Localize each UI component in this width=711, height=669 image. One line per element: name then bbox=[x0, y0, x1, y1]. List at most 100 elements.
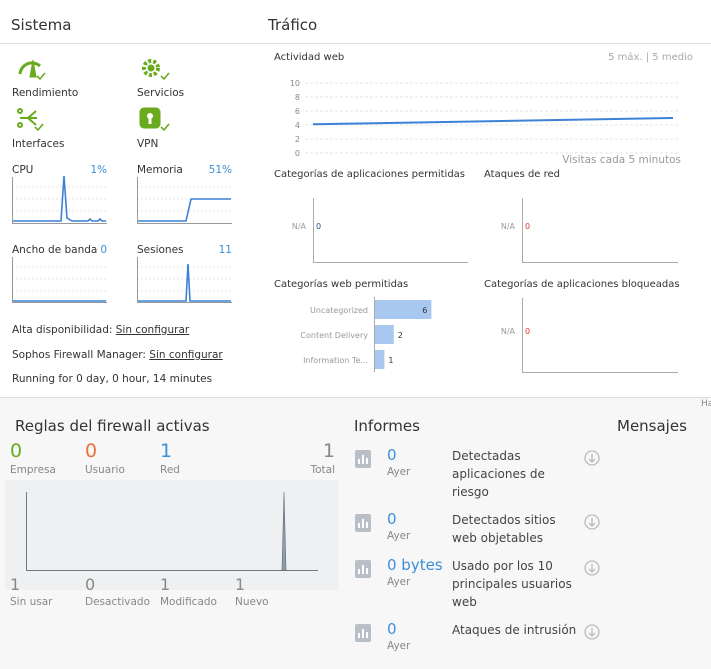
report-value[interactable]: 0 bbox=[387, 446, 397, 464]
report-value[interactable]: 0 bytes bbox=[387, 556, 443, 574]
y-tick-label: 4 bbox=[295, 121, 300, 130]
category-label: Information Te... bbox=[303, 356, 368, 365]
bar-value: 2 bbox=[398, 331, 403, 340]
rule-count: 1 bbox=[160, 440, 173, 462]
report-period: Ayer bbox=[387, 530, 411, 542]
report-text: Usado por los 10 principales usuarios we… bbox=[452, 559, 572, 609]
meters bbox=[12, 175, 232, 303]
chart-title: Categorías de aplicaciones permitidas bbox=[274, 169, 466, 180]
icon-lock bbox=[148, 117, 152, 124]
meter-value: 11 bbox=[218, 244, 232, 256]
report-text: Detectados sitios web objetables bbox=[452, 513, 556, 545]
x-axis-label: Visitas cada 5 minutos bbox=[562, 154, 681, 166]
chart-title: Actividad web bbox=[274, 52, 345, 63]
report-text: Detectadas aplicaciones de riesgo bbox=[452, 449, 545, 499]
status-row: Sophos Firewall Manager: Sin configurar bbox=[12, 350, 223, 361]
icon-needle bbox=[29, 59, 37, 78]
rule-label: Usuario bbox=[85, 464, 125, 476]
icons bbox=[17, 59, 170, 132]
bar-value: 6 bbox=[422, 306, 427, 315]
section-title: Reglas del firewall activas bbox=[15, 417, 210, 435]
y-tick-label: 10 bbox=[290, 79, 300, 88]
y-tick-label: 2 bbox=[295, 135, 300, 144]
meter-label: Memoria bbox=[137, 164, 183, 176]
category-label: N/A bbox=[501, 327, 516, 336]
chart-title: Ataques de red bbox=[484, 169, 561, 180]
status-link[interactable]: Sin configurar bbox=[115, 324, 190, 336]
icon-interfaces bbox=[17, 108, 37, 128]
rules-spike bbox=[281, 491, 287, 571]
meter-axes bbox=[12, 177, 232, 303]
rule-count: 1 bbox=[322, 440, 335, 462]
report-period: Ayer bbox=[387, 466, 411, 478]
meter-label: CPU bbox=[12, 164, 34, 176]
y-tick-label: 0 bbox=[295, 149, 300, 158]
meter-value: 51% bbox=[208, 164, 232, 176]
report-period: Ayer bbox=[387, 640, 411, 652]
icon-rendimiento bbox=[18, 61, 42, 75]
chart-title: Categorías web permitidas bbox=[274, 279, 409, 290]
icon-servicios bbox=[142, 59, 160, 77]
rule-count: 0 bbox=[10, 440, 23, 462]
rule-count: 1 bbox=[235, 575, 246, 594]
rule-count: 0 bbox=[85, 440, 98, 462]
report-icons bbox=[355, 450, 371, 642]
rules-chart-bg bbox=[5, 480, 338, 590]
icon-label: Interfaces bbox=[12, 138, 65, 150]
rule-count: 1 bbox=[160, 575, 171, 594]
report-period: Ayer bbox=[387, 576, 411, 588]
bar bbox=[375, 350, 385, 369]
meter-value: 0 bbox=[100, 244, 107, 256]
category-label: Uncategorized bbox=[310, 306, 368, 315]
rule-count: 1 bbox=[10, 575, 21, 594]
meter-grid bbox=[12, 186, 232, 292]
rules-axes bbox=[26, 492, 318, 571]
meter-label: Sesiones bbox=[137, 244, 184, 256]
report-text: Ataques de intrusión bbox=[452, 623, 577, 637]
meter-lines bbox=[13, 175, 231, 302]
rule-count: 0 bbox=[85, 575, 96, 594]
category-label: Content Delivery bbox=[300, 331, 368, 340]
status-link[interactable]: Sin configurar bbox=[149, 349, 223, 361]
chart-axes bbox=[313, 198, 468, 263]
y-tick-label: 8 bbox=[295, 93, 300, 102]
meter-label: Ancho de banda bbox=[12, 244, 98, 256]
icon-label: Servicios bbox=[137, 87, 185, 99]
chart-title: Categorías de aplicaciones bloqueadas bbox=[484, 279, 680, 290]
rule-label: Sin usar bbox=[10, 596, 53, 608]
report-value[interactable]: 0 bbox=[387, 620, 397, 638]
rule-label: Total bbox=[310, 464, 335, 476]
rule-label: Desactivado bbox=[85, 596, 150, 608]
hidden-tab[interactable]: Ha bbox=[701, 399, 711, 409]
bar-value: 1 bbox=[388, 356, 393, 365]
rule-label: Modificado bbox=[160, 596, 217, 608]
value-label: 0 bbox=[525, 327, 530, 336]
report-value[interactable]: 0 bbox=[387, 510, 397, 528]
icon-gear-center bbox=[147, 64, 155, 72]
y-tick-label: 6 bbox=[295, 107, 300, 116]
expand-icons bbox=[584, 450, 600, 640]
checks bbox=[34, 72, 170, 132]
section-title: Tráfico bbox=[268, 16, 318, 34]
activity-line bbox=[312, 117, 674, 126]
status-label: Sophos Firewall Manager: bbox=[12, 349, 146, 361]
status-row: Alta disponibilidad: Sin configurar bbox=[12, 325, 189, 336]
icon-label: Rendimiento bbox=[12, 87, 79, 99]
rule-label: Empresa bbox=[10, 464, 56, 476]
bar bbox=[375, 325, 394, 344]
bar bbox=[375, 300, 432, 319]
chart-summary: 5 máx. | 5 medio bbox=[608, 52, 693, 63]
status-label: Alta disponibilidad: bbox=[12, 324, 113, 336]
chart-axes bbox=[522, 198, 678, 263]
section-title: Sistema bbox=[11, 16, 72, 34]
icon-label: VPN bbox=[137, 138, 159, 150]
uptime: Running for 0 day, 0 hour, 14 minutes bbox=[12, 373, 213, 385]
rule-label: Red bbox=[160, 464, 180, 476]
category-label: N/A bbox=[292, 222, 307, 231]
value-label: 0 bbox=[525, 222, 530, 231]
section-title: Informes bbox=[354, 417, 420, 435]
rule-label: Nuevo bbox=[235, 596, 269, 608]
chart-axes bbox=[522, 298, 678, 373]
